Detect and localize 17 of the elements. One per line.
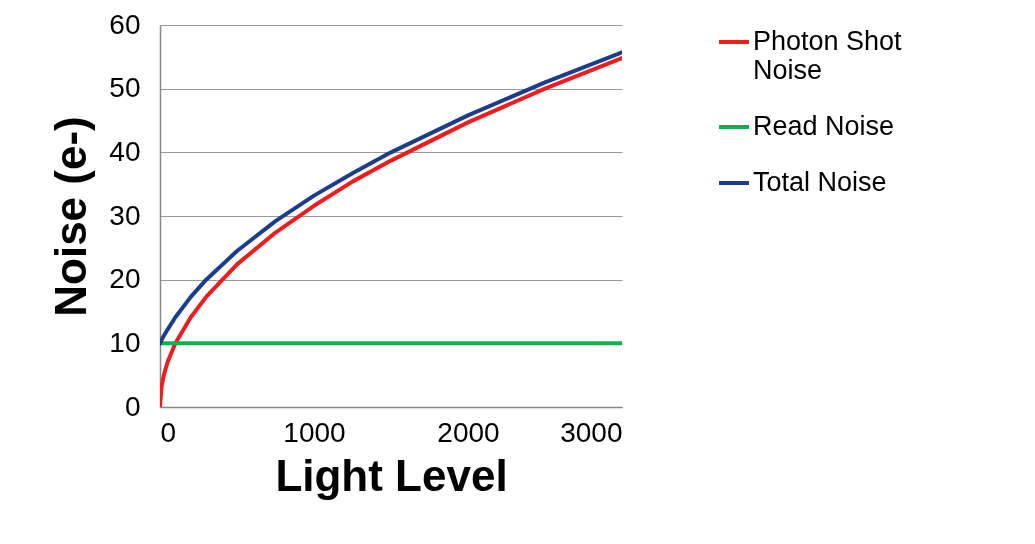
y-tick-label: 60	[109, 8, 141, 40]
y-tick-label: 0	[124, 390, 141, 422]
y-tick-label: 30	[109, 199, 141, 231]
x-tick-label: 0	[160, 416, 177, 448]
legend-label: Total Noise	[753, 167, 887, 197]
x-tick-label: 3000	[560, 416, 623, 448]
y-tick-label: 20	[109, 263, 141, 295]
y-tick-label: 50	[109, 72, 141, 104]
legend-label: Photon Shot Noise	[753, 26, 903, 85]
x-tick-label: 2000	[437, 416, 500, 448]
y-tick-label: 40	[109, 135, 141, 167]
x-tick-label: 1000	[283, 416, 346, 448]
y-axis-title: Noise (e-)	[46, 116, 96, 317]
y-tick-label: 10	[109, 326, 141, 358]
legend-label: Read Noise	[753, 111, 895, 141]
x-axis-title: Light Level	[275, 450, 508, 500]
line-series	[160, 50, 622, 346]
